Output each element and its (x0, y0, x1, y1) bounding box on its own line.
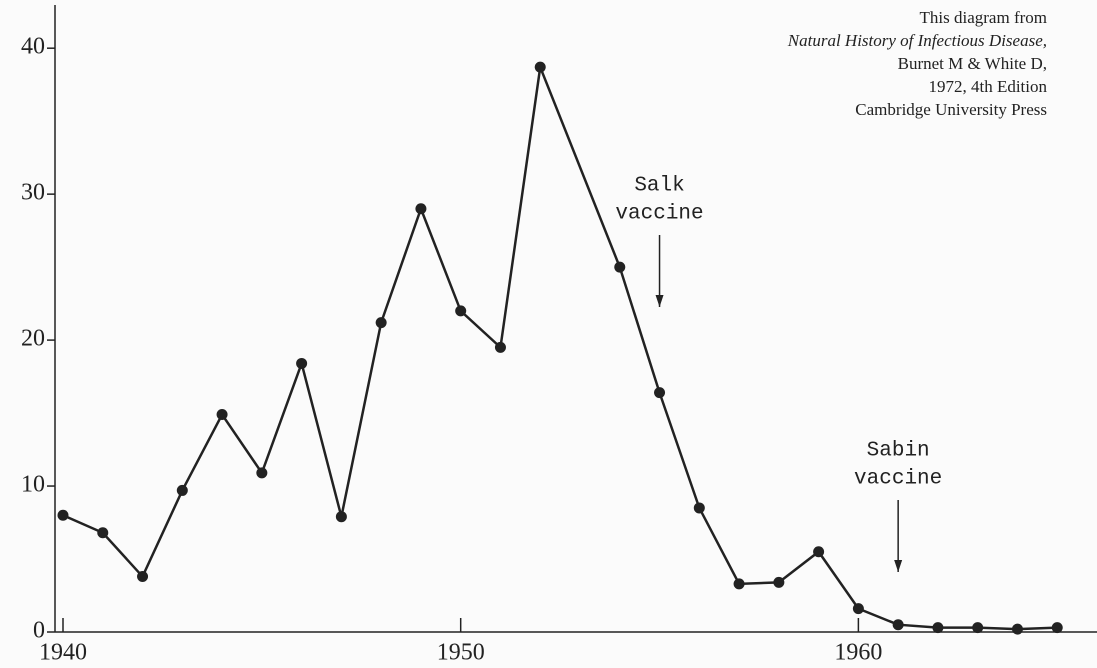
data-point (1051, 622, 1063, 634)
data-point (176, 484, 188, 496)
y-tick-label: 10 (21, 472, 45, 498)
x-tick-label: 1940 (39, 640, 87, 666)
data-point (733, 578, 745, 590)
annotation-text: vaccine (854, 468, 942, 491)
data-point (494, 341, 506, 353)
y-tick-label: 20 (21, 326, 45, 352)
data-point (335, 511, 347, 523)
data-point (296, 357, 308, 369)
x-tick-label: 1950 (437, 640, 485, 666)
source-text: 1972, 4th Edition (928, 77, 1047, 96)
y-tick-label: 30 (21, 180, 45, 206)
annotation-arrowhead (655, 295, 664, 307)
data-point (852, 603, 864, 615)
annotation-arrowhead (894, 560, 903, 572)
source-text: This diagram from (920, 8, 1047, 27)
data-point (415, 203, 427, 215)
data-point (654, 387, 666, 399)
data-point (57, 509, 69, 521)
source-text: Cambridge University Press (855, 100, 1047, 119)
y-tick-label: 40 (21, 34, 45, 60)
data-point (972, 622, 984, 634)
annotation-text: Sabin (867, 440, 930, 463)
data-point (932, 622, 944, 634)
data-point (455, 305, 467, 317)
source-text: Burnet M & White D, (898, 54, 1047, 73)
annotation-text: vaccine (615, 203, 703, 226)
data-point (693, 502, 705, 514)
source-text: Natural History of Infectious Disease, (787, 31, 1047, 50)
data-point (534, 61, 546, 73)
annotation-text: Salk (634, 175, 684, 198)
data-point (256, 467, 268, 479)
data-point (1011, 623, 1023, 635)
data-point (813, 546, 825, 558)
x-tick-label: 1960 (834, 640, 882, 666)
data-point (216, 409, 228, 421)
data-point (97, 527, 109, 539)
data-point (375, 317, 387, 329)
data-point (892, 619, 904, 631)
data-point (773, 576, 785, 588)
data-line (62, 62, 1058, 631)
data-point (137, 571, 149, 583)
y-tick-label: 0 (33, 618, 45, 644)
data-point (614, 261, 626, 273)
